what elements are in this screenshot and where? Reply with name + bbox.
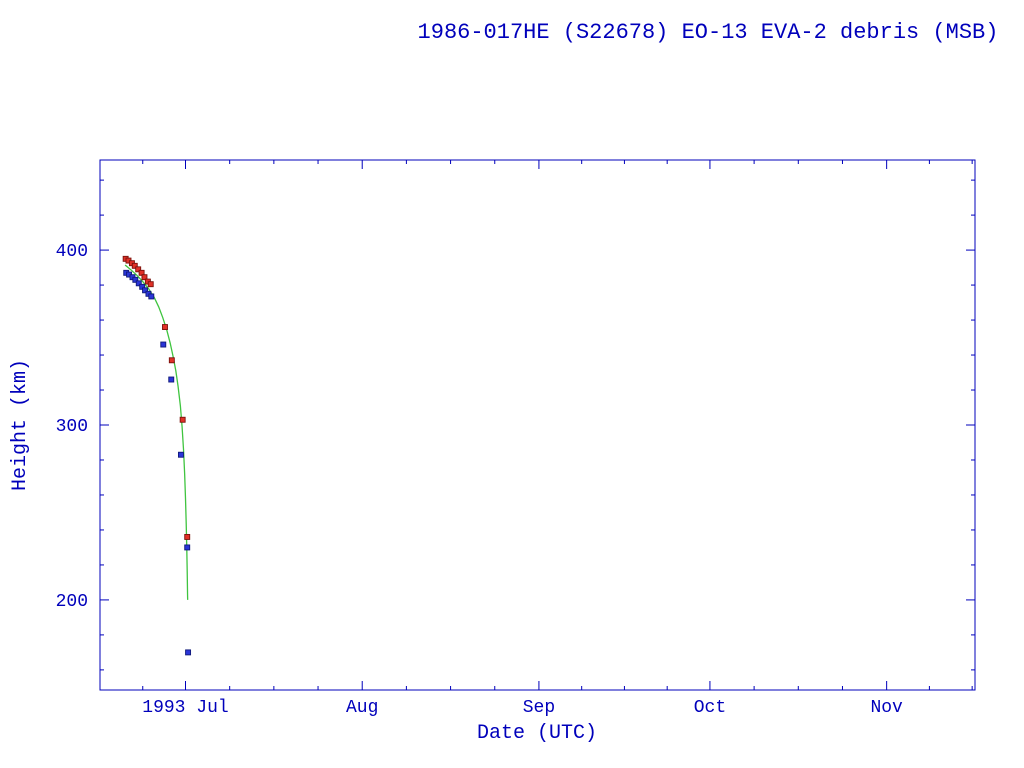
y-tick-label: 400 — [56, 242, 88, 262]
x-axis-label: Date (UTC) — [477, 722, 597, 745]
y-axis-label: Height (km) — [9, 359, 32, 491]
x-tick-label: Oct — [694, 698, 726, 718]
x-tick-label: 1993 Jul — [142, 698, 228, 718]
x-tick-label: Aug — [346, 698, 378, 718]
data-point-perigee-blue — [184, 544, 191, 551]
y-tick-label: 300 — [56, 417, 88, 437]
data-point-perigee-blue — [185, 649, 192, 656]
data-point-perigee-blue — [148, 293, 155, 300]
data-point-perigee-blue — [177, 451, 184, 458]
fit-line — [124, 264, 189, 600]
data-point-apogee-red — [141, 274, 148, 281]
data-point-perigee-blue — [168, 376, 175, 383]
x-tick-label: Sep — [523, 698, 555, 718]
data-point-apogee-red — [135, 266, 142, 273]
data-point-apogee-red — [184, 533, 191, 540]
plot-area: 200 300 400 1993 Jul Aug Sep Oct Nov — [56, 159, 976, 718]
data-point-perigee-blue — [160, 341, 167, 348]
axis-frame — [99, 159, 976, 691]
data-point-apogee-red — [179, 416, 186, 423]
data-point-apogee-red — [168, 357, 175, 364]
data-point-apogee-red — [162, 324, 168, 330]
y-tick-label: 200 — [56, 592, 88, 612]
data-point-perigee-blue — [135, 280, 142, 287]
data-point-apogee-red — [147, 281, 154, 288]
x-tick-label: Nov — [870, 698, 903, 718]
data-point-apogee-red — [131, 262, 138, 269]
chart-title: 1986-017HE (S22678) EO-13 EVA-2 debris (… — [418, 20, 999, 45]
data-point-perigee-blue — [132, 276, 139, 283]
data-point-perigee-blue — [142, 287, 148, 294]
